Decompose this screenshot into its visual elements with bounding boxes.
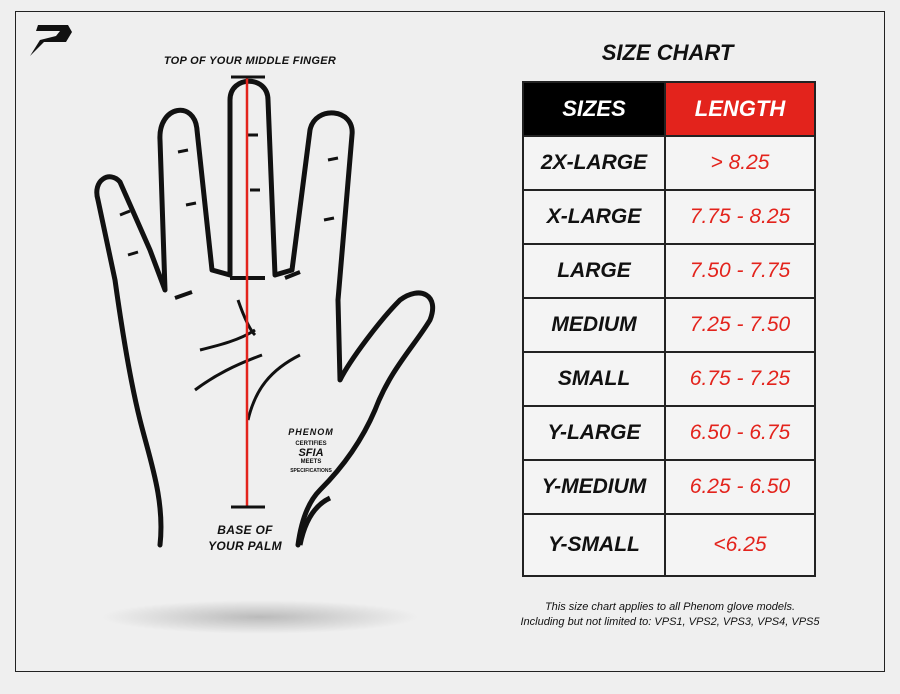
- cert-meets: MEETS: [300, 459, 322, 465]
- table-row: X-LARGE 7.75 - 8.25: [522, 189, 816, 245]
- base-label: BASE OF YOUR PALM: [200, 522, 290, 554]
- size-cell: SMALL: [522, 351, 666, 407]
- table-row: MEDIUM 7.25 - 7.50: [522, 297, 816, 353]
- length-cell: > 8.25: [664, 135, 816, 191]
- sfia-certification: PHENOM CERTIFIES SFIA MEETS SPECIFICATIO…: [280, 428, 342, 476]
- table-row: 2X-LARGE > 8.25: [522, 135, 816, 191]
- length-cell: 6.75 - 7.25: [664, 351, 816, 407]
- header-length: LENGTH: [664, 81, 816, 137]
- size-cell: Y-LARGE: [522, 405, 666, 461]
- length-cell: 6.50 - 6.75: [664, 405, 816, 461]
- page-frame: [15, 11, 885, 672]
- size-chart-table: SIZES LENGTH 2X-LARGE > 8.25 X-LARGE 7.75 …: [522, 81, 816, 577]
- table-row: Y-SMALL <6.25: [522, 513, 816, 577]
- top-label: TOP OF YOUR MIDDLE FINGER: [163, 55, 337, 67]
- phenom-logo-icon: [30, 25, 72, 56]
- base-label-line1: BASE OF: [217, 523, 273, 537]
- length-cell: 7.50 - 7.75: [664, 243, 816, 299]
- size-cell: X-LARGE: [522, 189, 666, 245]
- length-cell: 7.25 - 7.50: [664, 297, 816, 353]
- note-line2: Including but not limited to: VPS1, VPS2…: [520, 616, 820, 628]
- table-header: SIZES LENGTH: [522, 81, 816, 137]
- table-row: Y-MEDIUM 6.25 - 6.50: [522, 459, 816, 515]
- cert-brand: PHENOM: [288, 427, 334, 437]
- table-row: SMALL 6.75 - 7.25: [522, 351, 816, 407]
- size-cell: Y-MEDIUM: [522, 459, 666, 515]
- size-chart-title: SIZE CHART: [601, 40, 734, 65]
- cert-certifies: CERTIFIES: [295, 441, 327, 447]
- hand-illustration: [94, 75, 436, 548]
- cert-org: SFIA: [298, 447, 324, 459]
- length-cell: 7.75 - 8.25: [664, 189, 816, 245]
- hand-shadow: [100, 600, 420, 634]
- base-label-line2: YOUR PALM: [208, 539, 282, 553]
- size-cell: Y-SMALL: [522, 513, 666, 577]
- size-cell: MEDIUM: [522, 297, 666, 353]
- note-line1: This size chart applies to all Phenom gl…: [544, 601, 796, 613]
- header-sizes: SIZES: [522, 81, 666, 137]
- applicability-note: This size chart applies to all Phenom gl…: [490, 600, 850, 630]
- table-row: Y-LARGE 6.50 - 6.75: [522, 405, 816, 461]
- size-cell: 2X-LARGE: [522, 135, 666, 191]
- length-cell: 6.25 - 6.50: [664, 459, 816, 515]
- cert-specs: SPECIFICATIONS: [290, 468, 332, 474]
- table-row: LARGE 7.50 - 7.75: [522, 243, 816, 299]
- length-cell: <6.25: [664, 513, 816, 577]
- size-cell: LARGE: [522, 243, 666, 299]
